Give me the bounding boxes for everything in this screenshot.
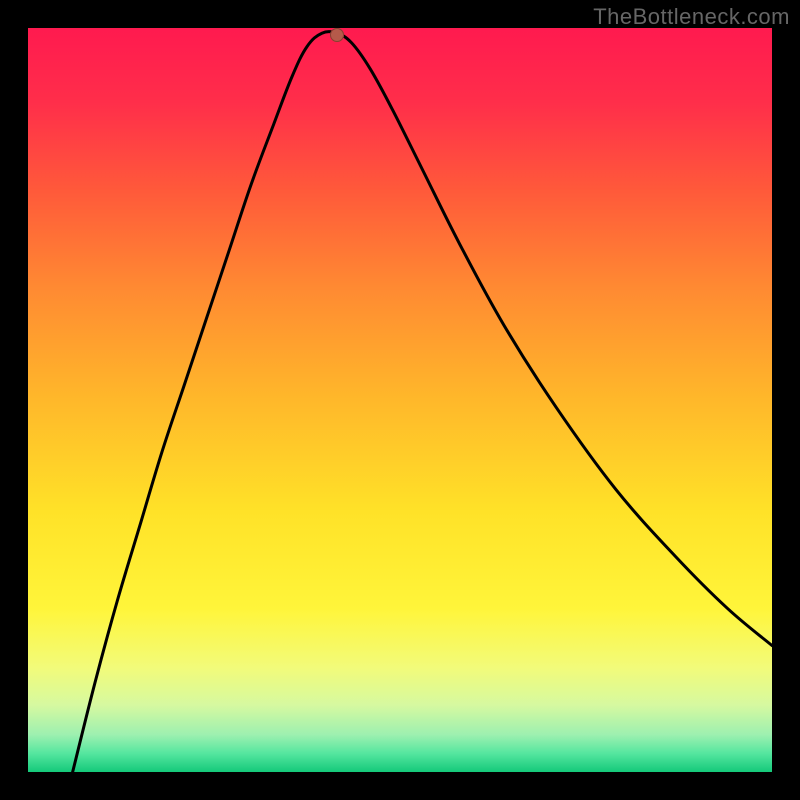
curve-svg [28,28,772,772]
plot-area [28,28,772,772]
watermark-text: TheBottleneck.com [593,4,790,30]
bottleneck-curve [73,32,772,772]
bottleneck-chart: TheBottleneck.com [0,0,800,800]
